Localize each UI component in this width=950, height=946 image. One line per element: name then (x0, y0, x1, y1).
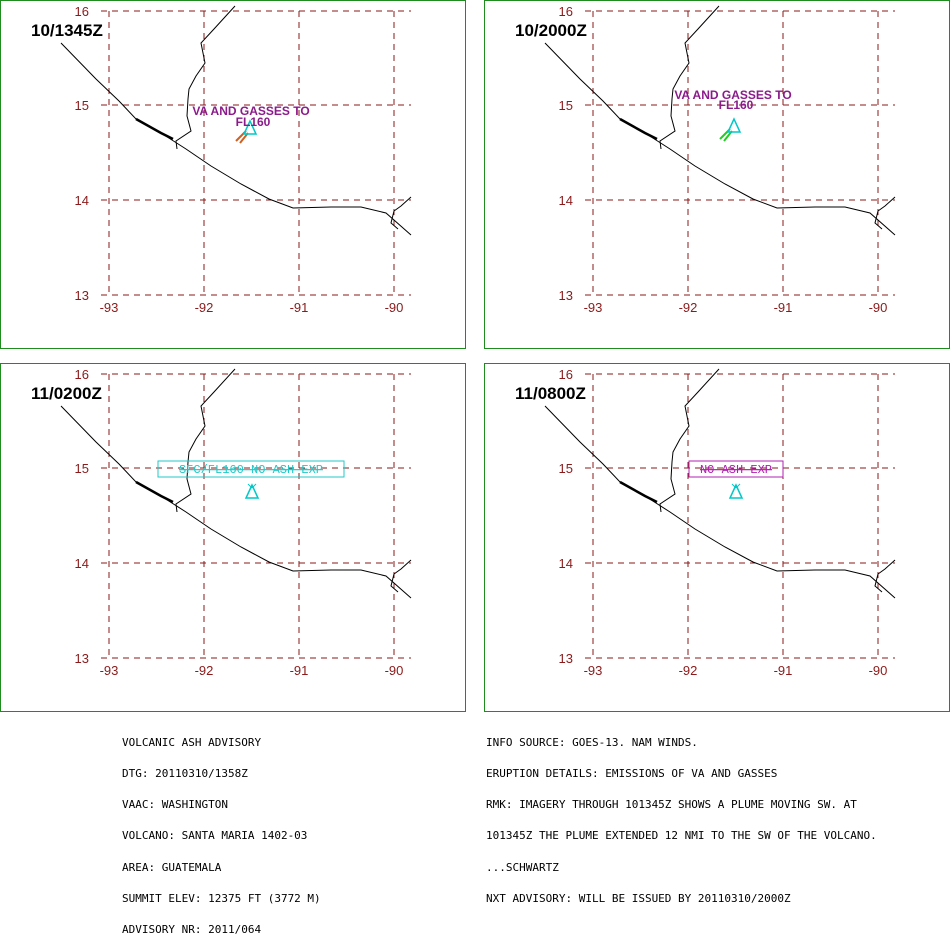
remarks-line: RMK: IMAGERY THROUGH 101345Z SHOWS A PLU… (486, 798, 857, 812)
lat-tick-label: 15 (559, 98, 573, 113)
lat-tick-label: 15 (75, 98, 89, 113)
plume-annotation: FL160 (236, 115, 271, 129)
no-ash-box (157, 460, 345, 478)
forecast-time-label: 10/2000Z (515, 21, 587, 40)
coastline (60, 405, 412, 599)
map-panel-2: -93 -92 -91 -90 16 15 14 13 10/2000Z VA AND GASSE… (484, 0, 950, 349)
map-panel-1: -93 -92 -91 -90 16 15 14 13 10/1345Z VA AND GASSE… (0, 0, 466, 349)
advisory-line: VOLCANIC ASH ADVISORY (122, 735, 262, 749)
map-canvas-2: -93 -92 -91 -90 16 15 14 13 10/2000Z VA AND GASSE… (515, 4, 896, 315)
volcano-icon (251, 483, 257, 489)
advisory-header-block: VOLCANIC ASH ADVISORY DTG: 20110310/1358… (122, 717, 321, 946)
remarks-line: ...SCHWARTZ (486, 860, 559, 874)
map-canvas-4: -93 -92 -91 -90 16 15 14 13 11/0800Z NO ASH EXP (515, 367, 896, 678)
country-border (659, 368, 720, 513)
forecast-time-label: 10/1345Z (31, 21, 103, 40)
lat-tick-label: 16 (75, 4, 89, 19)
country-border (874, 559, 896, 593)
volcano-icon (728, 483, 744, 499)
lat-tick-label: 16 (559, 4, 573, 19)
lon-tick-label: -90 (385, 300, 404, 315)
lat-tick-label: 13 (559, 651, 573, 666)
lon-tick-label: -93 (584, 663, 603, 678)
lon-tick-label: -91 (290, 300, 309, 315)
map-panel-4: -93 -92 -91 -90 16 15 14 13 11/0800Z NO ASH EXP (484, 363, 950, 712)
lat-tick-label: 16 (75, 367, 89, 382)
coastline (619, 117, 658, 141)
volcano-icon (247, 483, 253, 489)
lat-tick-label: 14 (559, 556, 573, 571)
country-border (659, 5, 720, 150)
lon-tick-label: -91 (774, 300, 793, 315)
lon-tick-label: -93 (584, 300, 603, 315)
coastline (544, 42, 896, 236)
remarks-line: 101345Z THE PLUME EXTENDED 12 NMI TO THE… (486, 829, 877, 843)
plume-annotation: VA AND GASSES TO (192, 104, 309, 118)
coastline (135, 117, 174, 141)
country-border (175, 5, 236, 150)
coastline (135, 480, 174, 504)
lat-tick-label: 15 (559, 461, 573, 476)
lon-tick-label: -92 (195, 663, 214, 678)
lat-tick-label: 13 (75, 651, 89, 666)
ash-plume (719, 128, 733, 142)
coastline (60, 42, 412, 236)
lat-tick-label: 14 (75, 556, 89, 571)
lat-tick-label: 13 (559, 288, 573, 303)
country-border (390, 559, 412, 593)
volcano-icon (242, 119, 258, 135)
ash-plume (235, 130, 249, 144)
plume-annotation: FL160 (719, 98, 754, 112)
lon-tick-label: -93 (100, 663, 119, 678)
lon-tick-label: -90 (869, 663, 888, 678)
no-ash-annotation: SFC/FL160 NO ASH EXP (179, 463, 323, 477)
lon-tick-label: -90 (869, 300, 888, 315)
map-canvas-1: -93 -92 -91 -90 16 15 14 13 10/1345Z VA AND GASSE… (31, 4, 412, 315)
country-border (175, 368, 236, 513)
lat-tick-label: 15 (75, 461, 89, 476)
lon-tick-label: -91 (774, 663, 793, 678)
country-border (874, 196, 896, 230)
forecast-time-label: 11/0800Z (515, 384, 586, 403)
lat-tick-label: 13 (75, 288, 89, 303)
coastline (619, 480, 658, 504)
no-ash-annotation: NO ASH EXP (700, 463, 772, 477)
volcano-icon (244, 483, 260, 499)
volcano-icon (731, 483, 737, 489)
advisory-line: ADVISORY NR: 2011/064 (122, 923, 262, 937)
lon-tick-label: -92 (195, 300, 214, 315)
map-canvas-3: -93 -92 -91 -90 16 15 14 13 11/0200Z SFC/FL160 NO… (31, 367, 412, 678)
lon-tick-label: -92 (679, 300, 698, 315)
advisory-line: AREA: GUATEMALA (122, 860, 222, 874)
map-panel-3: -93 -92 -91 -90 16 15 14 13 11/0200Z SFC/FL160 NO… (0, 363, 466, 712)
advisory-line: DTG: 20110310/1358Z (122, 767, 248, 781)
lat-tick-label: 14 (75, 193, 89, 208)
advisory-line: VAAC: WASHINGTON (122, 798, 228, 812)
plume-annotation: VA AND GASSES TO (674, 88, 791, 102)
volcano-icon (735, 483, 741, 489)
volcano-icon (726, 117, 742, 133)
lon-tick-label: -92 (679, 663, 698, 678)
lat-tick-label: 14 (559, 193, 573, 208)
remarks-line: NXT ADVISORY: WILL BE ISSUED BY 20110310… (486, 891, 791, 905)
lat-tick-label: 16 (559, 367, 573, 382)
lon-tick-label: -90 (385, 663, 404, 678)
forecast-time-label: 11/0200Z (31, 384, 102, 403)
country-border (390, 196, 412, 230)
coastline (544, 405, 896, 599)
advisory-remarks-block: INFO SOURCE: GOES-13. NAM WINDS. ERUPTIO… (486, 717, 877, 915)
advisory-line: VOLCANO: SANTA MARIA 1402-03 (122, 829, 308, 843)
no-ash-box (688, 460, 784, 478)
lon-tick-label: -93 (100, 300, 119, 315)
advisory-line: SUMMIT ELEV: 12375 FT (3772 M) (122, 891, 321, 905)
remarks-line: ERUPTION DETAILS: EMISSIONS OF VA AND GA… (486, 767, 778, 781)
remarks-line: INFO SOURCE: GOES-13. NAM WINDS. (486, 735, 698, 749)
lon-tick-label: -91 (290, 663, 309, 678)
